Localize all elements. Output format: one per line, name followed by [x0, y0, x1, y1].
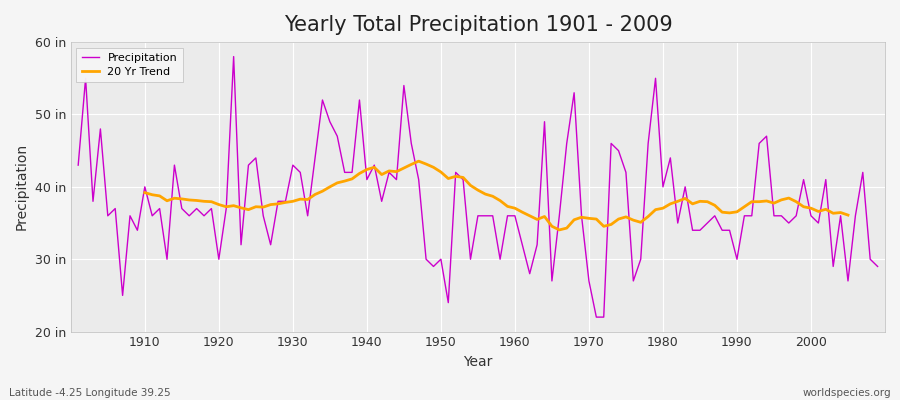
Precipitation — [302, 213, 313, 218]
Precipitation — [591, 315, 602, 320]
Precipitation — [132, 228, 143, 233]
20 Yr Trend — [554, 228, 564, 232]
Text: Latitude -4.25 Longitude 39.25: Latitude -4.25 Longitude 39.25 — [9, 388, 171, 398]
Line: 20 Yr Trend: 20 Yr Trend — [145, 161, 848, 230]
Y-axis label: Precipitation: Precipitation — [15, 143, 29, 230]
Line: Precipitation: Precipitation — [78, 56, 878, 317]
Precipitation — [346, 170, 357, 175]
Precipitation — [73, 163, 84, 168]
Precipitation — [872, 264, 883, 269]
20 Yr Trend — [525, 213, 535, 218]
Legend: Precipitation, 20 Yr Trend: Precipitation, 20 Yr Trend — [76, 48, 183, 82]
20 Yr Trend — [798, 204, 809, 209]
20 Yr Trend — [842, 213, 853, 218]
20 Yr Trend — [236, 206, 247, 210]
20 Yr Trend — [413, 159, 424, 164]
Precipitation — [613, 148, 624, 153]
20 Yr Trend — [502, 204, 513, 209]
Text: worldspecies.org: worldspecies.org — [803, 388, 891, 398]
20 Yr Trend — [140, 190, 150, 195]
Precipitation — [509, 213, 520, 218]
20 Yr Trend — [450, 174, 461, 179]
20 Yr Trend — [339, 179, 350, 184]
Title: Yearly Total Precipitation 1901 - 2009: Yearly Total Precipitation 1901 - 2009 — [284, 15, 672, 35]
Precipitation — [517, 242, 527, 247]
X-axis label: Year: Year — [464, 355, 492, 369]
Precipitation — [229, 54, 239, 59]
